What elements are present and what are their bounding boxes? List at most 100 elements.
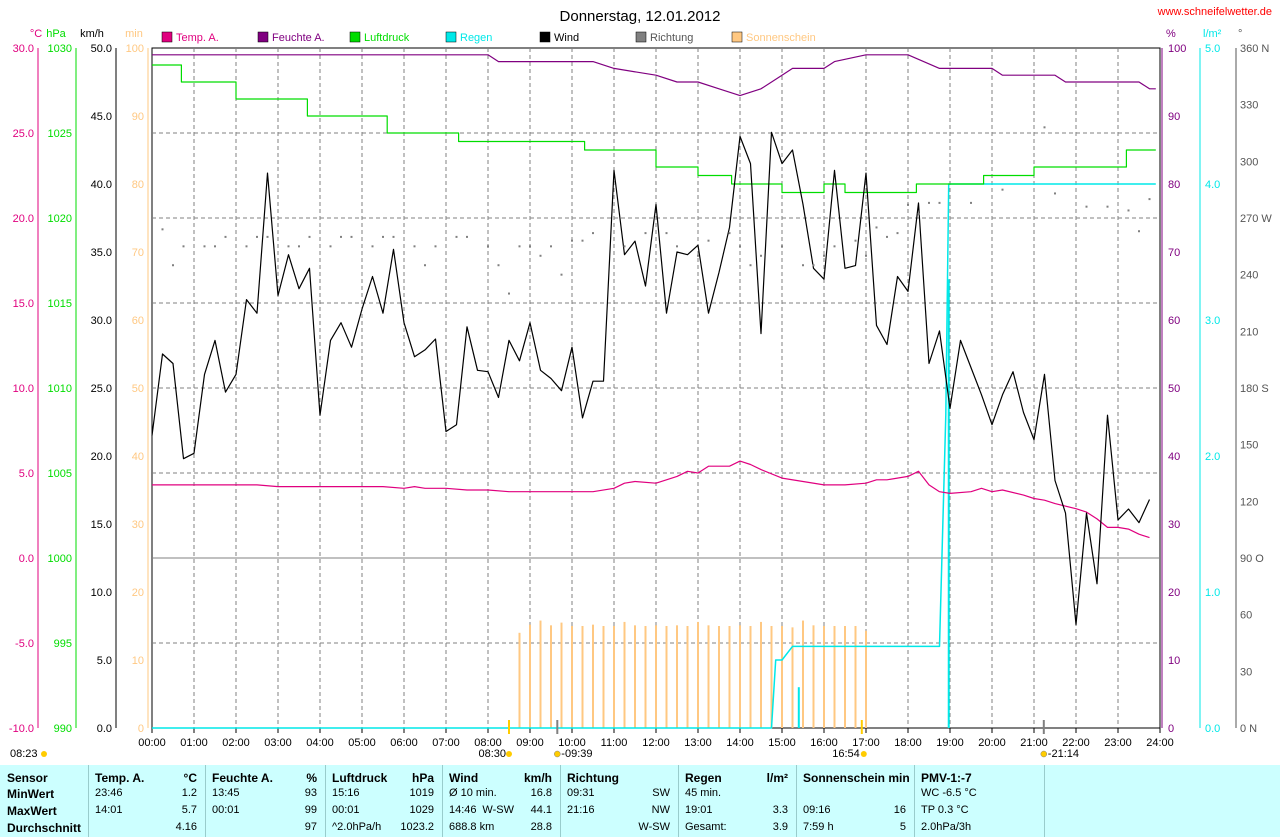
- direction-point: [907, 203, 909, 206]
- direction-point: [623, 245, 626, 248]
- stats-column: Sonnenschein min 09:16 16 7:59 h 5: [796, 765, 915, 837]
- stats-value: 99: [304, 804, 317, 816]
- stats-value: 14:01: [95, 804, 123, 816]
- direction-point: [413, 245, 416, 248]
- direction-point: [697, 254, 699, 257]
- stats-header: Temp. A.: [95, 771, 145, 785]
- direction-point: [781, 245, 783, 248]
- stats-value: NW: [651, 804, 670, 816]
- temperature-line: [152, 460, 1150, 539]
- legend-label: Regen: [460, 32, 492, 44]
- direction-tick-label: 210: [1240, 326, 1258, 338]
- rain-tick-label: 1.0: [1205, 587, 1220, 599]
- direction-point: [760, 254, 762, 257]
- humidity-tick-label: 20: [1168, 587, 1180, 599]
- moon-label: -21:14: [1048, 748, 1079, 760]
- direction-point: [371, 245, 374, 248]
- wind-tick-label: 25.0: [91, 383, 112, 395]
- direction-point: [1043, 126, 1046, 129]
- stats-header: °C: [183, 771, 197, 785]
- legend-label: Richtung: [650, 32, 693, 44]
- direction-point: [970, 201, 972, 204]
- direction-point: [938, 201, 941, 204]
- stats-value: 97: [304, 821, 317, 833]
- sunshine-tick-label: 10: [132, 655, 144, 667]
- direction-point: [833, 245, 836, 248]
- stats-value: 4.16: [175, 821, 197, 833]
- direction-tick-label: 240: [1240, 270, 1258, 282]
- x-tick-label: 11:00: [601, 737, 628, 749]
- direction-point: [529, 245, 531, 248]
- stats-value: 1023.2: [400, 821, 434, 833]
- x-tick-label: 22:00: [1062, 737, 1090, 749]
- site-link[interactable]: www.schneifelwetter.de: [1157, 6, 1272, 18]
- rain-tick-label: 4.0: [1205, 179, 1220, 191]
- direction-tick-label: 150: [1240, 440, 1258, 452]
- temp-tick-label: 15.0: [13, 298, 34, 310]
- direction-point: [182, 245, 185, 248]
- direction-point: [1148, 198, 1151, 201]
- rain-tick-label: 5.0: [1205, 43, 1220, 55]
- x-tick-label: 19:00: [936, 737, 964, 749]
- sunshine-axis-unit: min: [125, 28, 143, 40]
- stats-column: PMV-1:-7 WC -6.5 °C TP 0.3 °C 2.0hPa/3h: [914, 765, 1045, 837]
- moon-label: -09:39: [561, 748, 592, 760]
- wind-tick-label: 35.0: [91, 247, 112, 259]
- temp-tick-label: 0.0: [19, 553, 34, 565]
- humidity-tick-label: 70: [1168, 247, 1180, 259]
- stats-header: l/m²: [766, 771, 788, 785]
- wind-axis-unit: km/h: [80, 28, 104, 40]
- humidity-tick-label: 50: [1168, 383, 1180, 395]
- direction-point: [508, 292, 510, 295]
- x-tick-label: 05:00: [348, 737, 376, 749]
- stats-value: 14:46: [449, 804, 477, 816]
- rain-line: [152, 183, 1156, 729]
- rain-tick-label: 0.0: [1205, 723, 1220, 735]
- sunshine-tick-label: 20: [132, 587, 144, 599]
- direction-point: [434, 245, 437, 248]
- direction-point: [382, 235, 384, 238]
- direction-tick-label: 180 S: [1240, 383, 1269, 395]
- legend-label: Temp. A.: [176, 32, 219, 44]
- stats-header: Feuchte A.: [212, 771, 273, 785]
- x-tick-label: 17:00: [852, 737, 880, 749]
- stats-value: W-SW: [638, 821, 670, 833]
- sunset-icon: [860, 751, 867, 757]
- legend-label: Sonnenschein: [746, 32, 816, 44]
- direction-point: [466, 235, 468, 238]
- direction-point: [865, 254, 867, 257]
- legend-swatch: [257, 31, 269, 43]
- sunshine-tick-label: 30: [132, 519, 144, 531]
- wind-tick-label: 45.0: [91, 111, 112, 123]
- direction-point: [266, 235, 269, 238]
- direction-point: [728, 232, 731, 235]
- direction-point: [886, 235, 888, 238]
- stats-value: 16: [893, 804, 906, 816]
- sunshine-tick-label: 90: [132, 111, 144, 123]
- moon-icon: [1040, 750, 1048, 758]
- x-tick-label: 14:00: [726, 737, 754, 749]
- stats-value: 2.0hPa/3h: [921, 821, 972, 833]
- direction-point: [350, 235, 353, 238]
- direction-point: [1106, 205, 1109, 208]
- wind-tick-label: 10.0: [91, 587, 112, 599]
- wind-tick-label: 15.0: [91, 519, 112, 531]
- direction-point: [203, 245, 206, 248]
- direction-point: [539, 254, 542, 257]
- x-tick-label: 06:00: [390, 737, 418, 749]
- direction-point: [172, 264, 174, 267]
- humidity-tick-label: 80: [1168, 179, 1180, 191]
- stats-value: 5.7: [181, 804, 197, 816]
- stats-value: 09:31: [567, 787, 595, 799]
- direction-point: [560, 273, 563, 276]
- pressure-tick-label: 1000: [48, 553, 72, 565]
- stats-value: 1029: [409, 804, 434, 816]
- direction-tick-label: 360 N: [1240, 43, 1269, 55]
- stats-value: SW: [652, 787, 670, 799]
- temp-tick-label: 20.0: [13, 213, 34, 225]
- stats-header: Durchschnitt: [7, 821, 82, 835]
- legend-swatch: [731, 31, 743, 43]
- x-tick-label: 03:00: [264, 737, 292, 749]
- x-tick-label: 08:00: [474, 737, 502, 749]
- direction-point: [571, 239, 573, 242]
